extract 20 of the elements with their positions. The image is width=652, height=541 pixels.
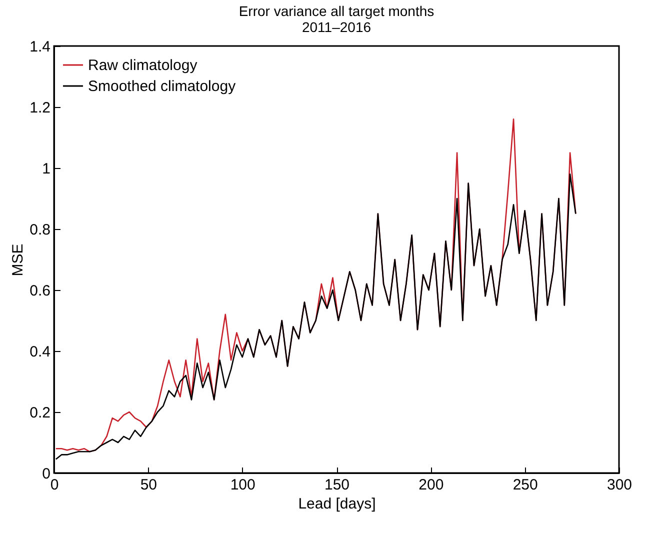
y-tick-label: 1 <box>42 160 50 178</box>
y-axis-title: MSE <box>10 244 27 276</box>
y-tick-label: 0 <box>42 466 50 482</box>
x-axis-title: Lead [days] <box>298 496 376 512</box>
x-tick-label: 200 <box>418 476 444 494</box>
x-tick-label: 300 <box>606 476 632 494</box>
x-tick-label: 100 <box>230 476 256 494</box>
y-tick-label: 1.4 <box>30 38 50 56</box>
chart-title: Error variance all target months <box>238 3 434 19</box>
x-tick-label: 50 <box>140 476 158 494</box>
x-tick-label: 150 <box>324 476 350 494</box>
y-tick-label: 1.2 <box>30 100 50 116</box>
y-tick-label: 0.8 <box>30 222 50 238</box>
legend-label: Smoothed climatology <box>88 78 236 95</box>
x-tick-label: 250 <box>512 476 538 494</box>
chart-subtitle: 2011–2016 <box>302 19 372 35</box>
y-tick-label: 0.4 <box>30 344 50 360</box>
legend-label: Raw climatology <box>88 57 198 74</box>
y-tick-label: 0.2 <box>30 404 50 422</box>
y-tick-label: 0.6 <box>30 282 50 300</box>
